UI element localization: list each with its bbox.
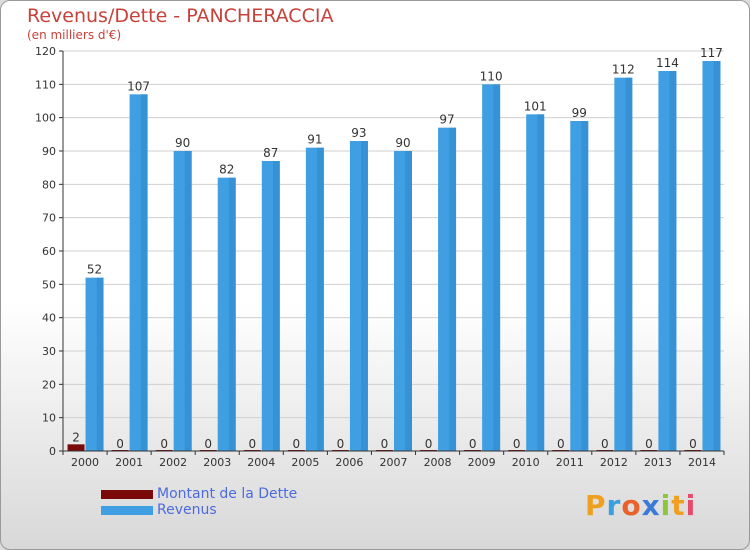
y-tick-label: 120: [35, 45, 56, 58]
chart-title: Revenus/Dette - PANCHERACCIA: [27, 5, 334, 27]
legend-label-dette: Montant de la Dette: [157, 486, 298, 502]
bar-revenus-shade: [493, 84, 501, 451]
logo-letter: i: [660, 489, 672, 522]
y-tick-label: 70: [42, 212, 56, 225]
logo-letter: x: [641, 489, 661, 522]
x-tick-label: 2006: [335, 456, 363, 469]
y-tick-label: 110: [35, 78, 56, 91]
x-tick-label: 2002: [159, 456, 187, 469]
y-tick-label: 0: [49, 445, 56, 458]
data-label-revenus: 110: [480, 69, 503, 83]
bar-revenus-shade: [669, 71, 677, 451]
bar-revenus-shade: [449, 127, 457, 452]
x-tick-label: 2013: [644, 456, 672, 469]
data-label-revenus: 82: [219, 163, 234, 177]
data-label-dette: 0: [425, 437, 433, 451]
data-label-revenus: 101: [524, 99, 547, 113]
bar-revenus-shade: [317, 147, 324, 451]
x-tick-label: 2000: [71, 456, 99, 469]
logo-letter: r: [606, 489, 622, 522]
bar-revenus-shade: [581, 121, 589, 451]
proxiti-logo: Proxiti: [585, 489, 696, 522]
data-label-dette: 0: [381, 437, 389, 451]
x-tick-label: 2008: [424, 456, 452, 469]
bars: [67, 61, 721, 452]
data-label-dette: 0: [160, 437, 168, 451]
bar-revenus-shade: [96, 277, 104, 451]
data-label-revenus: 87: [263, 146, 278, 160]
logo-letter: o: [621, 489, 642, 522]
data-label-revenus: 99: [572, 106, 587, 120]
axes: [59, 50, 725, 455]
x-tick-label: 2012: [600, 456, 628, 469]
data-label-dette: 0: [293, 437, 301, 451]
bar-revenus-shade: [184, 151, 192, 451]
y-tick-label: 60: [42, 245, 56, 258]
bar-revenus-shade: [405, 151, 412, 451]
data-label-revenus: 117: [700, 46, 723, 60]
data-label-dette: 0: [248, 437, 256, 451]
y-tick-label: 40: [42, 312, 56, 325]
data-label-dette: 0: [337, 437, 345, 451]
data-label-revenus: 91: [307, 133, 322, 147]
data-label-dette: 0: [601, 437, 609, 451]
bar-revenus-shade: [140, 94, 148, 451]
y-tick-label: 30: [42, 345, 56, 358]
data-label-dette: 0: [116, 437, 124, 451]
bar-revenus-shade: [713, 61, 721, 451]
x-tick-label: 2001: [115, 456, 143, 469]
bar-revenus-shade: [272, 161, 280, 451]
data-label-dette: 2: [72, 430, 80, 444]
x-tick-label: 2011: [556, 456, 584, 469]
x-tick-label: 2007: [380, 456, 408, 469]
chart-subtitle: (en milliers d'€): [27, 28, 122, 42]
labels: 0 10 20 30 40 50 60 70 80 90 100 110 120 2 52 2000 0 107 2…: [35, 45, 723, 469]
y-tick-label: 90: [42, 145, 56, 158]
data-label-dette: 0: [204, 437, 212, 451]
y-tick-label: 50: [42, 278, 56, 291]
bar-revenus-shade: [537, 114, 545, 451]
legend-label-revenus: Revenus: [157, 502, 217, 518]
data-label-revenus: 90: [175, 136, 190, 150]
data-label-revenus: 114: [656, 56, 679, 70]
data-label-dette: 0: [557, 437, 565, 451]
data-label-dette: 0: [469, 437, 477, 451]
y-tick-label: 10: [42, 412, 56, 425]
data-label-revenus: 90: [395, 136, 410, 150]
data-label-dette: 0: [645, 437, 653, 451]
data-label-dette: 0: [513, 437, 521, 451]
y-tick-label: 80: [42, 178, 56, 191]
x-tick-label: 2014: [688, 456, 716, 469]
logo-letter: i: [685, 489, 697, 522]
x-tick-label: 2004: [247, 456, 275, 469]
grid-lines: [63, 50, 724, 452]
bar-revenus-shade: [228, 177, 236, 451]
data-label-revenus: 112: [612, 63, 635, 77]
logo-letter: P: [585, 489, 607, 522]
x-tick-label: 2009: [468, 456, 496, 469]
logo-letter: t: [671, 489, 686, 522]
data-label-dette: 0: [689, 437, 697, 451]
data-label-revenus: 52: [87, 263, 102, 277]
x-tick-label: 2003: [203, 456, 231, 469]
legend-swatch-dette: [101, 490, 153, 499]
data-label-revenus: 107: [127, 79, 150, 93]
y-tick-label: 100: [35, 112, 56, 125]
x-tick-label: 2010: [512, 456, 540, 469]
bar-revenus-shade: [361, 141, 368, 451]
legend-swatch-revenus: [101, 506, 153, 515]
bar-dette: [67, 444, 85, 451]
data-label-revenus: 93: [351, 126, 366, 140]
bar-revenus-shade: [625, 77, 633, 452]
y-tick-label: 20: [42, 378, 56, 391]
x-tick-label: 2005: [291, 456, 319, 469]
data-label-revenus: 97: [439, 113, 454, 127]
